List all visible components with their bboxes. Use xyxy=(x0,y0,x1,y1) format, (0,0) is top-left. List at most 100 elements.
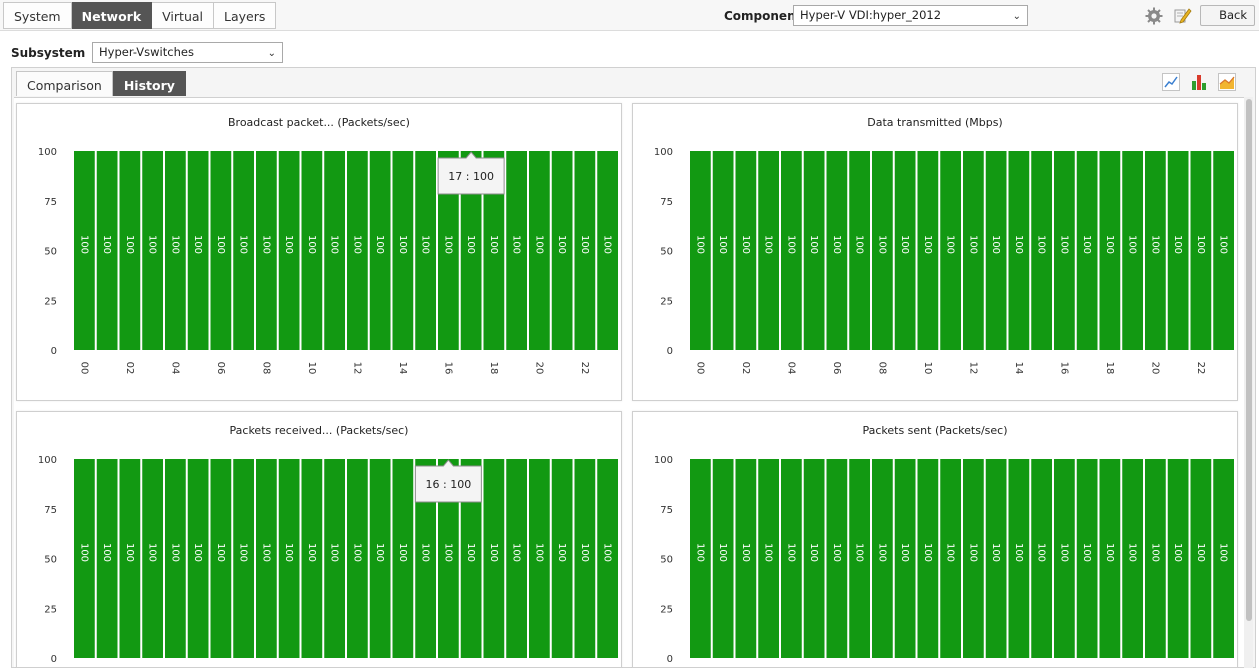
tab-virtual[interactable]: Virtual xyxy=(152,2,215,29)
bar[interactable] xyxy=(940,459,961,658)
bar[interactable] xyxy=(597,459,618,658)
bar[interactable] xyxy=(758,459,779,658)
bar[interactable] xyxy=(963,151,984,350)
bar[interactable] xyxy=(347,151,368,350)
bar[interactable] xyxy=(781,459,802,658)
bar[interactable] xyxy=(256,459,277,658)
bar[interactable] xyxy=(690,459,711,658)
bar[interactable] xyxy=(392,151,414,350)
bar[interactable] xyxy=(233,151,254,350)
bar[interactable] xyxy=(347,459,368,658)
bar[interactable] xyxy=(849,459,870,658)
bar[interactable] xyxy=(278,459,300,658)
bar[interactable] xyxy=(74,459,95,658)
bar[interactable] xyxy=(96,151,118,350)
bar[interactable] xyxy=(712,459,734,658)
bar[interactable] xyxy=(1008,459,1030,658)
bar[interactable] xyxy=(119,459,141,658)
bar[interactable] xyxy=(574,459,596,658)
bar[interactable] xyxy=(233,459,254,658)
bar[interactable] xyxy=(849,151,870,350)
bar[interactable] xyxy=(917,459,939,658)
bar[interactable] xyxy=(735,151,757,350)
bar[interactable] xyxy=(1076,459,1098,658)
bar[interactable] xyxy=(551,151,573,350)
bar[interactable] xyxy=(187,151,209,350)
bar[interactable] xyxy=(256,151,277,350)
tab-history[interactable]: History xyxy=(112,71,186,96)
bar[interactable] xyxy=(597,151,618,350)
bar[interactable] xyxy=(803,459,825,658)
bar[interactable] xyxy=(1213,459,1234,658)
bar[interactable] xyxy=(1190,151,1212,350)
line-chart-icon[interactable] xyxy=(1161,72,1181,92)
scrollbar-thumb[interactable] xyxy=(1246,99,1252,621)
component-select[interactable]: Hyper-V VDI:hyper_2012 ⌄ xyxy=(793,5,1028,26)
bar[interactable] xyxy=(1099,459,1121,658)
bar[interactable] xyxy=(165,151,186,350)
bar[interactable] xyxy=(324,459,345,658)
bar[interactable] xyxy=(917,151,939,350)
tab-network[interactable]: Network xyxy=(71,2,153,29)
bar[interactable] xyxy=(1008,151,1030,350)
bar[interactable] xyxy=(712,151,734,350)
bar[interactable] xyxy=(894,151,916,350)
bar[interactable] xyxy=(392,459,414,658)
edit-pencil-icon[interactable] xyxy=(1172,6,1192,26)
bar[interactable] xyxy=(210,459,232,658)
bar[interactable] xyxy=(985,151,1007,350)
area-chart-icon[interactable] xyxy=(1217,72,1237,92)
bar[interactable] xyxy=(415,151,436,350)
tab-comparison[interactable]: Comparison xyxy=(16,71,113,96)
bar[interactable] xyxy=(963,459,984,658)
bar[interactable] xyxy=(872,151,893,350)
bar[interactable] xyxy=(551,459,573,658)
bar[interactable] xyxy=(872,459,893,658)
bar[interactable] xyxy=(1213,151,1234,350)
bar[interactable] xyxy=(1122,459,1143,658)
bar[interactable] xyxy=(1031,459,1052,658)
bar[interactable] xyxy=(826,151,848,350)
bar[interactable] xyxy=(940,151,961,350)
gear-icon[interactable] xyxy=(1145,7,1163,25)
bar[interactable] xyxy=(301,151,323,350)
bar[interactable] xyxy=(1099,151,1121,350)
bar[interactable] xyxy=(1076,151,1098,350)
bar[interactable] xyxy=(529,151,550,350)
bar-chart-icon[interactable] xyxy=(1189,72,1209,92)
bar[interactable] xyxy=(1167,459,1189,658)
bar[interactable] xyxy=(119,151,141,350)
bar[interactable] xyxy=(826,459,848,658)
bar[interactable] xyxy=(74,151,95,350)
bar[interactable] xyxy=(894,459,916,658)
tab-layers[interactable]: Layers xyxy=(214,2,277,29)
bar[interactable] xyxy=(460,459,482,658)
bar[interactable] xyxy=(369,151,391,350)
bar[interactable] xyxy=(690,151,711,350)
bar[interactable] xyxy=(438,151,459,350)
bar[interactable] xyxy=(1167,151,1189,350)
bar[interactable] xyxy=(574,151,596,350)
bar[interactable] xyxy=(278,151,300,350)
bar[interactable] xyxy=(1031,151,1052,350)
bar[interactable] xyxy=(142,459,163,658)
bar[interactable] xyxy=(1054,459,1075,658)
bar[interactable] xyxy=(506,459,527,658)
bar[interactable] xyxy=(1054,151,1075,350)
back-button[interactable]: Back xyxy=(1200,5,1255,26)
bar[interactable] xyxy=(415,459,436,658)
bar[interactable] xyxy=(803,151,825,350)
subsystem-select[interactable]: Hyper-Vswitches ⌄ xyxy=(92,42,283,63)
bar[interactable] xyxy=(438,459,459,658)
tab-system[interactable]: System xyxy=(3,2,72,29)
bar[interactable] xyxy=(96,459,118,658)
bar[interactable] xyxy=(735,459,757,658)
bar[interactable] xyxy=(187,459,209,658)
bar[interactable] xyxy=(369,459,391,658)
bar[interactable] xyxy=(781,151,802,350)
bar[interactable] xyxy=(985,459,1007,658)
bar[interactable] xyxy=(1145,459,1166,658)
bar[interactable] xyxy=(165,459,186,658)
bar[interactable] xyxy=(210,151,232,350)
bar[interactable] xyxy=(460,151,482,350)
